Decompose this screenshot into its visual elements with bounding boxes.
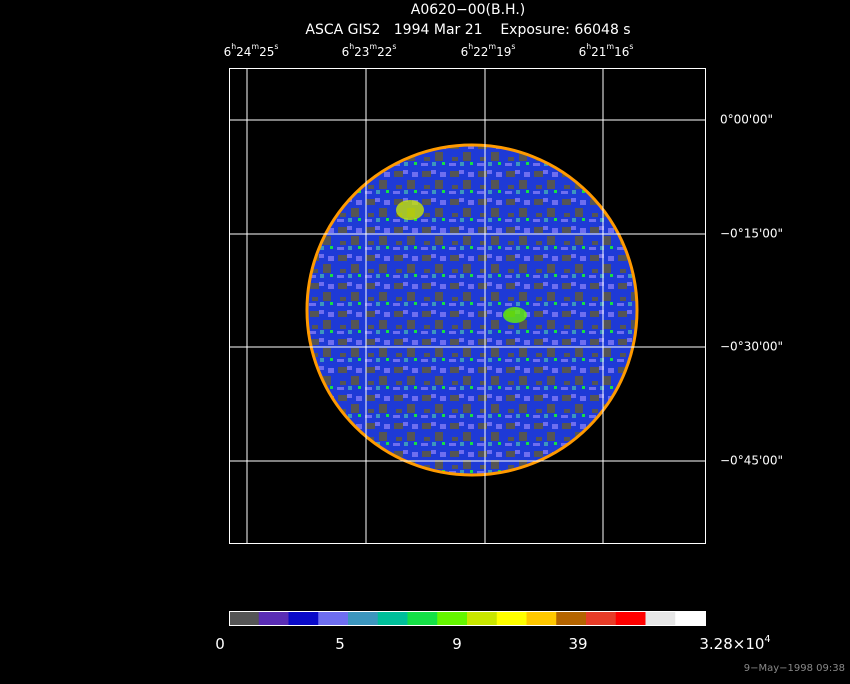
label-part: 22 xyxy=(473,45,488,59)
superscript: s xyxy=(392,42,396,51)
colorbar-label: 0 xyxy=(215,635,225,653)
ra-label: 6h21m16s xyxy=(579,42,634,59)
colorbar-swatch xyxy=(645,611,676,625)
superscript: 4 xyxy=(764,634,770,645)
colorbar-swatch xyxy=(318,611,349,625)
superscript: s xyxy=(629,42,633,51)
dec-label: −0°45'00" xyxy=(720,454,783,468)
colorbar-swatch xyxy=(377,611,408,625)
label-part: 21 xyxy=(591,45,606,59)
colorbar-frame xyxy=(229,611,706,626)
colorbar-label: 39 xyxy=(568,635,587,653)
label-part: 23 xyxy=(354,45,369,59)
label-part: 39 xyxy=(568,635,587,653)
superscript: h xyxy=(586,42,591,51)
label-part: 24 xyxy=(236,45,251,59)
label-part: 0 xyxy=(215,635,225,653)
superscript: m xyxy=(606,42,614,51)
label-part: 6 xyxy=(342,45,350,59)
ra-label: 6h23m22s xyxy=(342,42,397,59)
colorbar-swatch xyxy=(348,611,379,625)
bright-spot xyxy=(503,307,527,323)
label-part: 22 xyxy=(377,45,392,59)
label-part: 6 xyxy=(461,45,469,59)
dec-label: −0°30'00" xyxy=(720,340,783,354)
superscript: s xyxy=(511,42,515,51)
colorbar-swatch xyxy=(675,611,706,625)
sky-image xyxy=(305,143,639,477)
superscript: h xyxy=(231,42,236,51)
colorbar-swatch xyxy=(437,611,468,625)
colorbar-swatch xyxy=(615,611,646,625)
dec-label: −0°15'00" xyxy=(720,227,783,241)
colorbar-swatch xyxy=(526,611,557,625)
colorbar-label: 9 xyxy=(452,635,462,653)
label-part: 3.28×10 xyxy=(699,635,764,653)
label-part: 25 xyxy=(259,45,274,59)
frame xyxy=(229,68,706,544)
superscript: m xyxy=(369,42,377,51)
superscript: m xyxy=(488,42,496,51)
subtitle: ASCA GIS2 1994 Mar 21 Exposure: 66048 s xyxy=(305,22,630,38)
superscript: h xyxy=(468,42,473,51)
colorbar-swatch xyxy=(288,611,319,625)
label-part: 6 xyxy=(579,45,587,59)
colorbar-swatch xyxy=(556,611,587,625)
footer-timestamp: 9−May−1998 09:38 xyxy=(744,663,845,674)
label-part: 5 xyxy=(335,635,345,653)
grid-lines xyxy=(229,68,705,543)
bright-spot xyxy=(396,200,424,220)
colorbar-swatch xyxy=(496,611,527,625)
title: A0620−00(B.H.) xyxy=(411,2,525,18)
ra-label: 6h24m25s xyxy=(224,42,279,59)
colorbar-swatch xyxy=(407,611,438,625)
label-part: 6 xyxy=(224,45,232,59)
colorbar-swatch xyxy=(467,611,498,625)
colorbar-swatch xyxy=(258,611,289,625)
superscript: h xyxy=(349,42,354,51)
superscript: s xyxy=(274,42,278,51)
colorbar-swatch xyxy=(586,611,617,625)
detector-field xyxy=(305,143,639,477)
ra-label: 6h22m19s xyxy=(461,42,516,59)
label-part: 9 xyxy=(452,635,462,653)
dec-label: 0°00'00" xyxy=(720,113,773,127)
colorbar-label: 5 xyxy=(335,635,345,653)
label-part: 19 xyxy=(496,45,511,59)
label-part: 16 xyxy=(614,45,629,59)
colorbar-swatch xyxy=(229,611,260,625)
colorbar-label: 3.28×104 xyxy=(699,634,770,653)
superscript: m xyxy=(251,42,259,51)
